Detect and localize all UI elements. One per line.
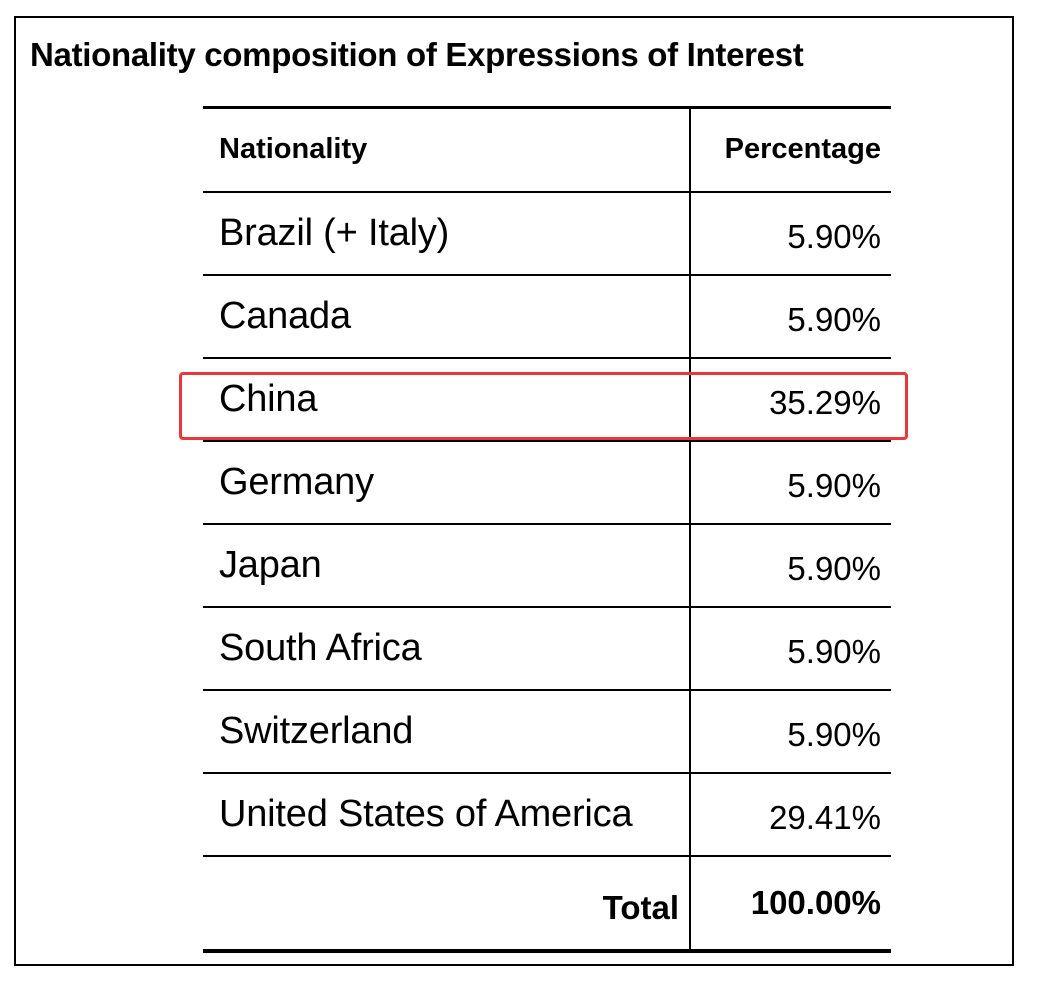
nationality-cell: Germany [203,440,690,525]
percentage-cell: 5.90% [689,191,891,276]
total-row: Total 100.00% [203,855,891,953]
column-header-nationality: Nationality [203,107,690,193]
table-header-row: Nationality Percentage [203,107,891,193]
nationality-cell: China [203,357,690,442]
percentage-cell: 5.90% [689,440,891,525]
nationality-cell: South Africa [203,606,690,691]
percentage-cell: 5.90% [689,523,891,608]
percentage-cell: 5.90% [689,274,891,359]
percentage-cell: 5.90% [689,606,891,691]
table-row: Switzerland 5.90% [203,689,891,774]
total-value: 100.00% [689,855,891,953]
table-row: Canada 5.90% [203,274,891,359]
nationality-cell: United States of America [203,772,690,857]
nationality-cell: Japan [203,523,690,608]
total-label: Total [203,855,690,953]
percentage-cell: 5.90% [689,689,891,774]
percentage-cell: 35.29% [689,357,891,442]
document-frame [14,16,1014,966]
table-row: United States of America 29.41% [203,772,891,857]
page-title: Nationality composition of Expressions o… [30,36,804,73]
percentage-cell: 29.41% [689,772,891,857]
nationality-cell: Brazil (+ Italy) [203,191,690,276]
table-row: South Africa 5.90% [203,606,891,691]
nationality-cell: Switzerland [203,689,690,774]
table-row-highlighted: China 35.29% [203,357,891,442]
table-row: Japan 5.90% [203,523,891,608]
column-header-percentage: Percentage [689,107,891,193]
nationality-cell: Canada [203,274,690,359]
table-row: Germany 5.90% [203,440,891,525]
table-row: Brazil (+ Italy) 5.90% [203,191,891,276]
nationality-table: Nationality Percentage Brazil (+ Italy) … [203,106,891,953]
